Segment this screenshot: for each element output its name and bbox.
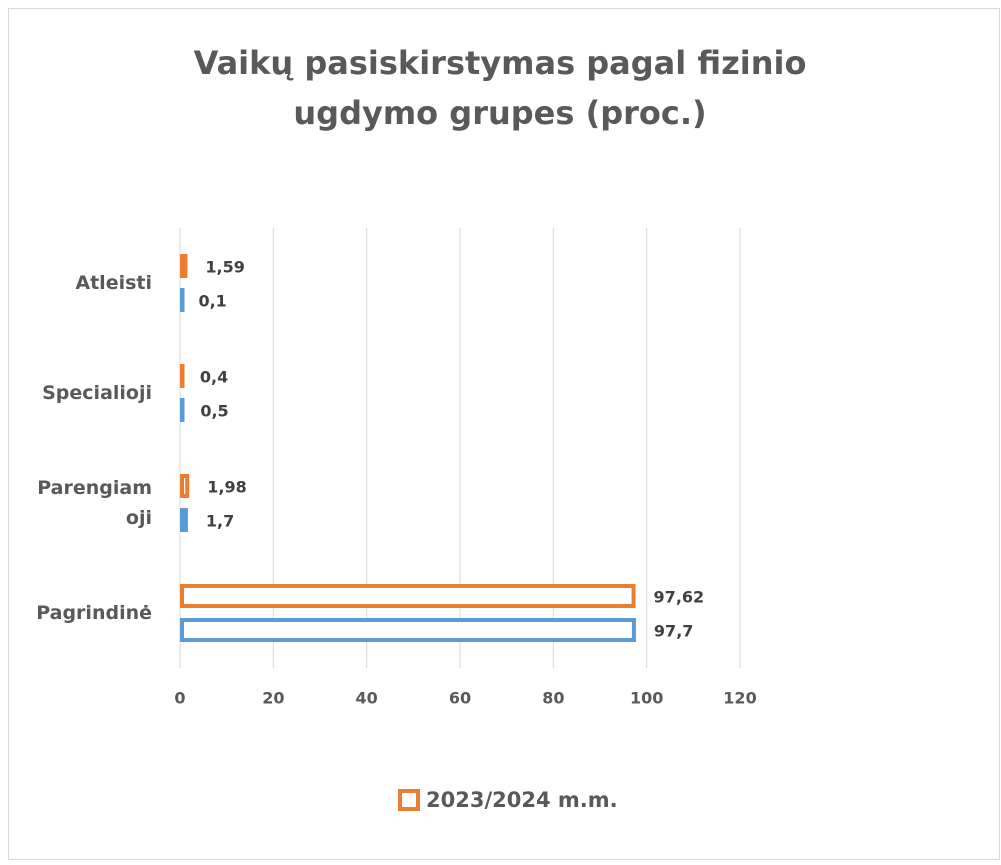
legend-swatch: [398, 789, 420, 811]
x-tick-label: 40: [356, 689, 378, 708]
data-label: 97,7: [654, 622, 693, 641]
x-tick-label: 60: [449, 689, 471, 708]
x-tick-label: 100: [630, 689, 663, 708]
bar: [180, 288, 185, 312]
x-tick-label: 80: [542, 689, 564, 708]
x-tick-label: 120: [723, 689, 756, 708]
bar: [180, 618, 636, 642]
chart-frame: [8, 8, 1000, 860]
data-label: 1,98: [207, 478, 246, 497]
data-label: 1,7: [206, 512, 234, 531]
bar: [180, 508, 188, 532]
chart-title: Vaikų pasiskirstymas pagal fizinio ugdym…: [193, 44, 807, 132]
data-label: 1,59: [205, 258, 244, 277]
data-label: 97,62: [654, 588, 705, 607]
data-label: 0,5: [200, 402, 228, 421]
bar: [180, 364, 185, 388]
y-tick-label: Specialioji: [42, 382, 152, 404]
bar: [180, 254, 188, 278]
bar: [180, 474, 190, 498]
y-tick-label: Parengiamoji: [37, 477, 152, 529]
bar: [180, 584, 636, 608]
y-tick-label: Pagrindinė: [36, 602, 152, 624]
bar: [180, 398, 185, 422]
data-label: 0,1: [198, 292, 226, 311]
y-tick-label: Atleisti: [75, 272, 152, 294]
x-tick-label: 0: [174, 689, 185, 708]
x-tick-label: 20: [262, 689, 284, 708]
data-label: 0,4: [200, 368, 228, 387]
legend-label: 2023/2024 m.m.: [426, 788, 618, 812]
